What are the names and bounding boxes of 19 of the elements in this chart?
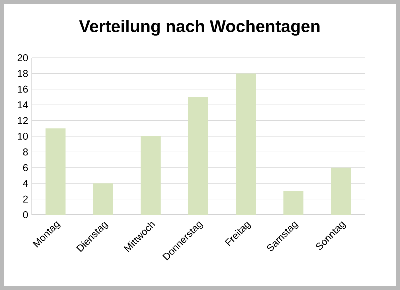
bar bbox=[140, 136, 161, 215]
bar bbox=[93, 184, 114, 215]
y-tick-label: 8 bbox=[23, 148, 28, 156]
y-tick-label: 6 bbox=[23, 164, 28, 172]
y-tick-label: 0 bbox=[23, 211, 28, 219]
bar bbox=[236, 74, 256, 215]
y-tick-label: 18 bbox=[18, 70, 28, 78]
y-tick-label: 12 bbox=[18, 117, 28, 124]
bar bbox=[284, 191, 304, 215]
y-tick-label: 4 bbox=[23, 180, 28, 188]
y-tick-label: 16 bbox=[18, 86, 28, 93]
chart-title: Verteilung nach Wochentagen bbox=[79, 20, 320, 36]
y-tick-label: 20 bbox=[18, 54, 28, 62]
y-tick-label: 10 bbox=[18, 132, 28, 140]
bar bbox=[331, 168, 352, 215]
bar bbox=[188, 97, 208, 215]
bar bbox=[46, 128, 66, 215]
y-tick-label: 2 bbox=[23, 196, 28, 203]
y-tick-label: 14 bbox=[18, 102, 28, 109]
